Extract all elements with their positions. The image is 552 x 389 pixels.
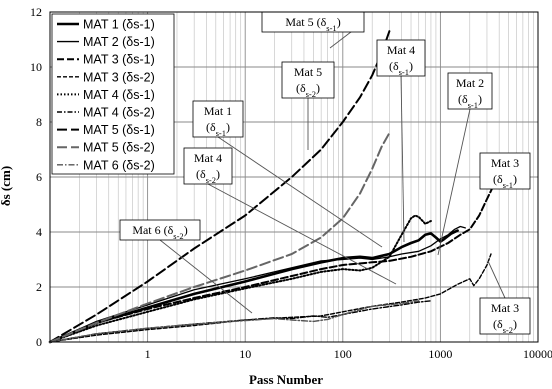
x-axis-title: Pass Number [249,372,323,387]
annotation-text: Mat 3 [491,301,519,315]
annotation-2: Mat 5 (δs-2) [281,61,335,150]
annotation-arrow [207,183,397,285]
y-tick-label: 0 [36,335,42,349]
annotation-box [447,72,493,110]
annotation-box [479,297,531,335]
series-line-4 [49,253,492,343]
y-tick-label: 4 [36,225,42,239]
annotation-text: Mat 4 [387,43,415,57]
annotation-1: Mat 5 (δs-1) [261,11,365,49]
annotation-3: Mat 4 (δs-1) [376,39,426,243]
legend-label: MAT 1 (δs-1) [83,18,155,32]
axes: 1 10 100 1000 10000 0 2 4 6 8 10 12 [30,5,552,361]
annotation-layer: Mat 5 (δs-1) Mat 5 (δs-2) Mat 4 (δs-1) Mat 2 (… [119,11,531,335]
series-line-2 [49,225,466,343]
y-axis-title: δs (cm) [0,166,13,206]
annotation-text: (δs-1) [389,59,413,77]
y-tick-label: 6 [36,170,42,184]
annotation-text: Mat 2 [456,76,484,90]
annotation-arrow [159,239,253,314]
y-tick-label: 12 [30,5,42,19]
annotation-box [376,39,426,77]
series-layer [48,30,495,344]
annotation-9: Mat 3 (δs-2) [479,260,531,335]
annotation-text: (δs-1) [206,120,230,138]
x-tick-label: 100 [334,347,352,361]
series-line-5 [49,214,432,343]
series-line-3 [49,184,495,343]
legend-label: MAT 5 (δs-1) [83,123,155,137]
annotation-arrow [487,260,506,299]
legend-label: MAT 3 (δs-1) [83,53,155,67]
y-tick-label: 10 [30,60,42,74]
annotation-box [281,61,335,99]
series-line-9 [49,300,420,343]
annotation-5: Mat 1 (δs-1) [192,100,383,248]
annotation-box [119,219,201,241]
series-line-8 [49,132,391,343]
annotation-4: Mat 2 (δs-1) [437,72,493,256]
annotation-arrow [400,75,405,243]
x-tick-label: 10 [239,347,251,361]
annotation-text: Mat 5 [294,65,322,79]
annotation-box [479,152,531,190]
x-tick-label: 10000 [523,347,552,361]
legend-label: MAT 5 (δs-2) [83,141,155,155]
annotation-text: (δs-1) [458,92,482,110]
legend-label: MAT 4 (δs-2) [83,106,155,120]
annotation-text: (δs-1) [493,172,517,190]
series-line-7 [49,30,391,343]
annotation-box [183,147,233,185]
x-tick-label: 1 [145,347,151,361]
legend-label: MAT 4 (δs-1) [83,88,155,102]
legend: MAT 1 (δs-1) MAT 2 (δs-1) MAT 3 (δs-1) MAT … [51,13,175,175]
annotation-text: Mat 5 (δs-1) [285,15,340,33]
y-tick-label: 2 [36,280,42,294]
y-tick-label: 8 [36,115,42,129]
annotation-text: (δs-2) [196,167,220,185]
annotation-text: Mat 4 [194,151,222,165]
annotation-box [192,100,244,138]
x-tick-label: 1000 [428,347,452,361]
annotation-text: (δs-2) [296,81,320,99]
annotation-arrow [437,108,471,256]
annotation-text: Mat 1 [204,104,232,118]
legend-label: MAT 6 (δs-2) [83,158,155,172]
legend-label: MAT 3 (δs-2) [83,70,155,84]
annotation-arrow [217,136,383,248]
annotation-6: Mat 3 (δs-1) [479,152,531,190]
annotation-text: Mat 6 (δs-2) [132,223,187,241]
annotation-7: Mat 4 (δs-2) [183,147,397,285]
plot-frame [49,11,539,343]
annotation-8: Mat 6 (δs-2) [119,219,253,314]
legend-label: MAT 2 (δs-1) [83,35,155,49]
annotation-text: Mat 3 [491,156,519,170]
annotation-text: (δs-2) [493,317,517,335]
